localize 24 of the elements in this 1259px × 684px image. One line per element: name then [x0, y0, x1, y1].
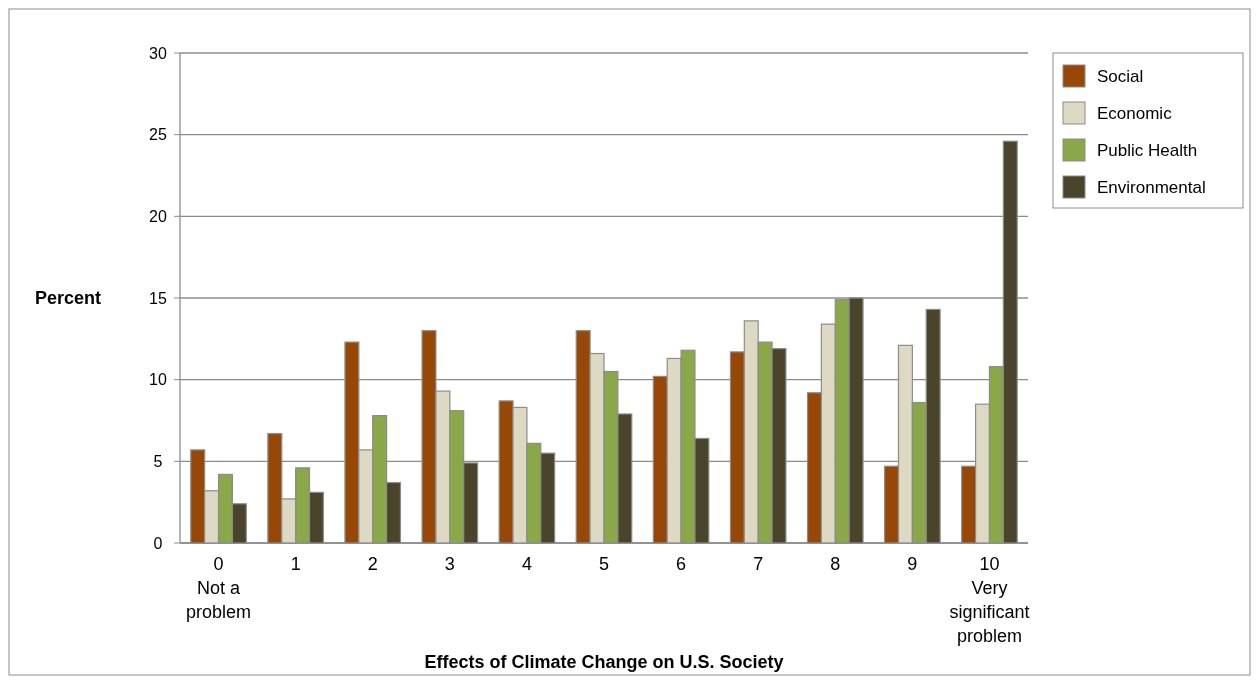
y-tick-label: 0: [153, 534, 163, 552]
x-tick-label: 10 Very significant problem: [949, 554, 1030, 646]
y-tick-label: 30: [149, 44, 167, 62]
legend-label: Economic: [1097, 103, 1173, 123]
x-tick-label: 8: [830, 554, 841, 574]
legend-label: Public Health: [1097, 140, 1198, 160]
y-tick-label: 20: [149, 207, 167, 225]
y-tick-label: 5: [153, 452, 163, 470]
x-tick-label: 3: [444, 554, 455, 574]
y-axis-title: Percent: [34, 288, 102, 309]
x-tick-label: 9: [907, 554, 918, 574]
x-axis-title: Effects of Climate Change on U.S. Society: [424, 652, 784, 672]
x-tick-label: 4: [521, 554, 532, 574]
y-tick-label: 15: [149, 289, 167, 307]
y-tick-label: 25: [149, 126, 167, 144]
x-tick-label: 0 Not a problem: [186, 554, 252, 622]
x-tick-label: 7: [753, 554, 764, 574]
x-tick-label: 1: [290, 554, 301, 574]
legend-label: Social: [1097, 66, 1144, 86]
legend-label: Environmental: [1097, 177, 1206, 197]
x-tick-label: 5: [598, 554, 610, 574]
x-tick-label: 6: [676, 554, 687, 574]
x-tick-label: 2: [367, 554, 378, 574]
y-tick-label: 10: [149, 371, 167, 389]
